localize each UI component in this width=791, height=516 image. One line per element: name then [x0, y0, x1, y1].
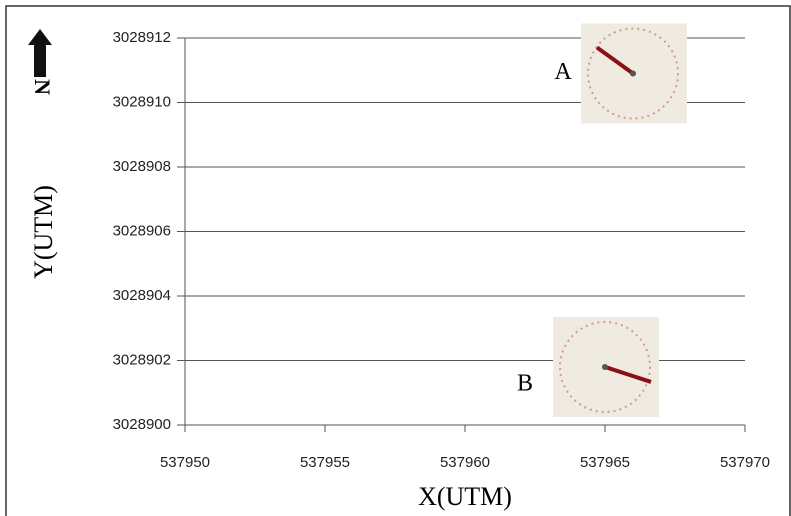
x-tick-label: 537955 — [300, 454, 350, 471]
x-tick-label: 537970 — [720, 454, 770, 471]
point-inset: B — [517, 316, 659, 417]
point-inset: A — [554, 23, 687, 124]
y-tick-label: 3028912 — [113, 29, 171, 46]
x-tick-label: 537960 — [440, 454, 490, 471]
x-tick-label: 537950 — [160, 454, 210, 471]
point-label: B — [517, 370, 533, 396]
point — [602, 363, 608, 370]
y-tick-label: 3028906 — [113, 222, 171, 239]
y-tick-label: 3028908 — [113, 158, 171, 175]
y-tick-label: 3028910 — [113, 93, 171, 110]
x-axis-label: X(UTM) — [418, 482, 512, 511]
inset-circle — [587, 27, 679, 120]
y-tick-label: 3028900 — [113, 416, 171, 433]
y-tick-label: 3028904 — [113, 287, 171, 304]
point-label: A — [554, 59, 572, 85]
y-axis-label: Y(UTM) — [29, 185, 58, 279]
inset-circle — [559, 320, 651, 413]
north-arrow: N — [28, 29, 55, 95]
point — [630, 70, 636, 77]
inset-arrow — [595, 45, 635, 76]
north-label: N — [30, 79, 55, 95]
x-tick-label: 537965 — [580, 454, 630, 471]
inset-arrow — [604, 365, 652, 384]
frame — [5, 5, 791, 516]
y-tick-label: 3028902 — [113, 351, 171, 368]
